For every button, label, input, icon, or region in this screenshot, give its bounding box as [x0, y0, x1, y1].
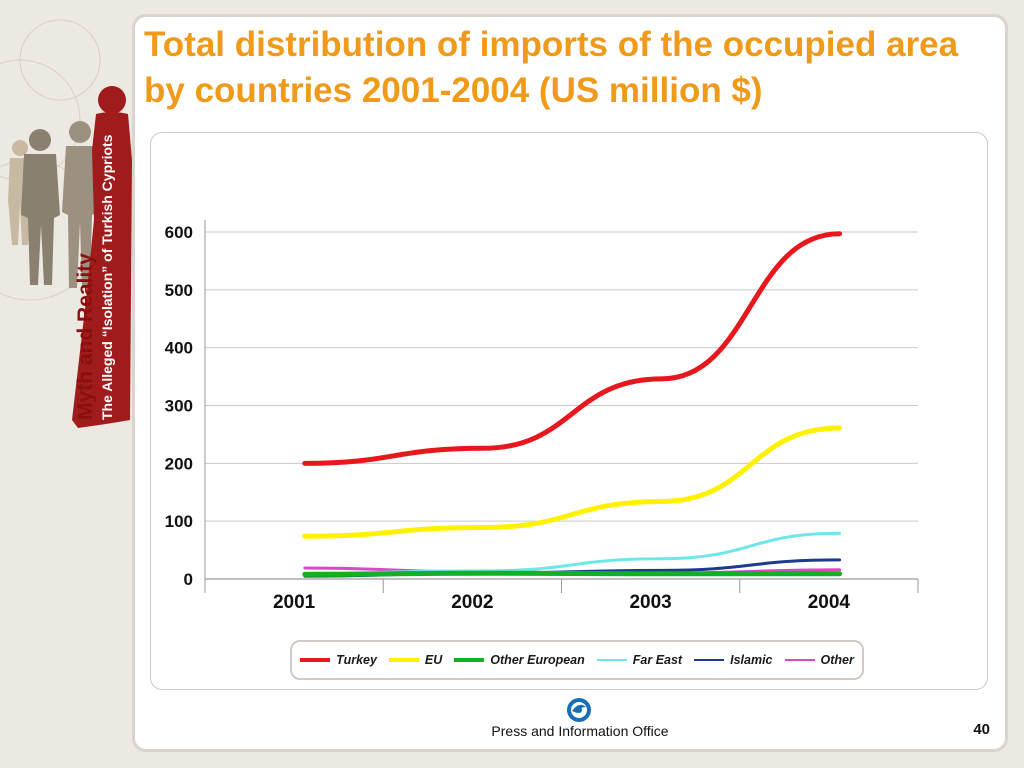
- y-tick-label: 600: [165, 223, 193, 242]
- y-tick-label: 200: [165, 454, 193, 473]
- legend-swatch: [694, 659, 725, 661]
- y-tick-label: 500: [165, 281, 193, 300]
- series-line-far-east: [303, 531, 842, 575]
- x-tick-label: 2001: [273, 592, 316, 613]
- line-chart: 0 100 200 300 400 500 600 2001 2002 2003 2004: [165, 220, 919, 613]
- brand-subtitle: The Alleged “Isolation” of Turkish Cypri…: [99, 134, 115, 420]
- silhouette-woman: [62, 121, 98, 288]
- y-tick-label: 400: [165, 339, 193, 358]
- legend-swatch: [388, 658, 419, 662]
- legend-label: Far East: [632, 653, 683, 667]
- legend-item: Other: [784, 653, 854, 667]
- silhouette-brand-woman: [72, 86, 132, 428]
- legend-swatch: [300, 658, 331, 662]
- page-number: 40: [973, 721, 990, 738]
- background-silhouettes: [0, 19, 132, 428]
- x-tick-label: 2002: [451, 592, 493, 613]
- legend-label: Islamic: [730, 653, 773, 667]
- y-tick-label: 0: [184, 570, 193, 589]
- slide-title: Total distribution of imports of the occ…: [144, 25, 959, 110]
- legend-swatch: [596, 659, 627, 661]
- series-line-other-european: [302, 570, 843, 577]
- legend-item: Islamic: [694, 653, 773, 667]
- series-line-turkey: [302, 231, 843, 466]
- press-office-logo-icon: [567, 698, 591, 722]
- chart-legend: Turkey EU Other European Far East Islamic Oth…: [290, 640, 864, 680]
- legend-label: Other European: [490, 653, 585, 667]
- y-tick-label: 300: [165, 397, 193, 416]
- footer-organization: Press and Information Office: [491, 723, 669, 739]
- legend-item: EU: [388, 653, 443, 667]
- side-brand-text: Myth and Reality The Alleged “Isolation”…: [74, 135, 116, 420]
- legend-item: Far East: [596, 653, 683, 667]
- x-tick-label: 2003: [629, 592, 671, 613]
- legend-label: Other: [820, 653, 854, 667]
- legend-item: Turkey: [300, 653, 377, 667]
- legend-label: Turkey: [336, 653, 377, 667]
- y-tick-label: 100: [165, 512, 193, 531]
- legend-swatch: [784, 659, 815, 661]
- silhouette-man: [21, 129, 60, 285]
- chart-frame: [150, 132, 988, 690]
- brand-title: Myth and Reality: [74, 253, 97, 420]
- legend-swatch: [454, 658, 485, 662]
- legend-label: EU: [424, 653, 443, 667]
- series-line-eu: [302, 425, 843, 539]
- legend-item: Other European: [454, 653, 585, 667]
- x-tick-label: 2004: [808, 592, 851, 613]
